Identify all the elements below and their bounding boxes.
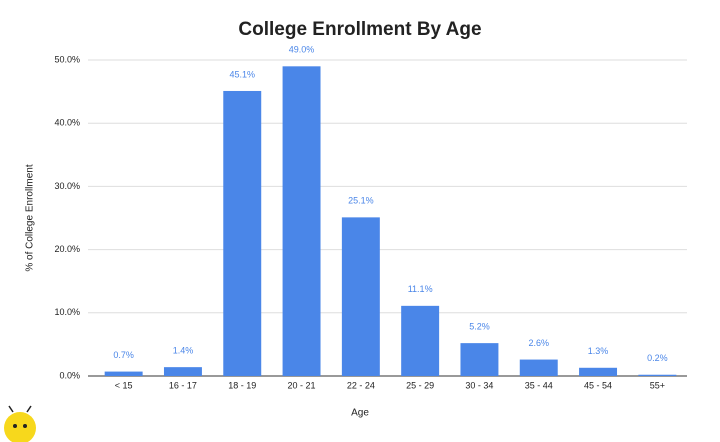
- value-label: 49.0%: [289, 45, 315, 55]
- x-tick-label: 35 - 44: [525, 380, 553, 390]
- bar: [104, 371, 143, 376]
- bar: [638, 374, 677, 376]
- bar: [341, 217, 380, 376]
- value-label: 1.4%: [173, 346, 194, 356]
- x-tick-label: 16 - 17: [169, 380, 197, 390]
- value-label: 25.1%: [348, 196, 374, 206]
- value-label: 1.3%: [588, 346, 609, 356]
- x-tick-label: 45 - 54: [584, 380, 612, 390]
- bar: [401, 305, 440, 376]
- value-label: 5.2%: [469, 322, 490, 332]
- mascot-icon: [4, 405, 36, 442]
- x-tick-label: < 15: [115, 380, 133, 390]
- y-tick-label: 10.0%: [54, 307, 80, 317]
- chart-title: College Enrollment By Age: [238, 19, 481, 40]
- bar: [579, 367, 618, 376]
- y-tick-label: 30.0%: [54, 181, 80, 191]
- bar: [223, 90, 262, 376]
- bar: [282, 66, 321, 376]
- x-tick-label: 55+: [650, 380, 665, 390]
- x-tick-label: 20 - 21: [288, 380, 316, 390]
- value-label: 11.1%: [408, 284, 433, 294]
- bar: [460, 343, 499, 376]
- x-tick-label: 25 - 29: [406, 380, 434, 390]
- x-tick-label: 30 - 34: [465, 380, 493, 390]
- value-label: 0.2%: [647, 353, 668, 363]
- bar: [163, 367, 202, 376]
- bar: [519, 359, 558, 376]
- value-label: 45.1%: [229, 69, 255, 79]
- value-label: 0.7%: [113, 350, 134, 360]
- x-tick-label: 18 - 19: [228, 380, 256, 390]
- x-tick-label: 22 - 24: [347, 380, 375, 390]
- x-axis-label: Age: [351, 408, 369, 419]
- y-tick-label: 50.0%: [54, 54, 80, 64]
- y-tick-label: 20.0%: [54, 244, 80, 254]
- y-axis-label: % of College Enrollment: [25, 164, 36, 271]
- y-tick-label: 40.0%: [54, 118, 80, 128]
- y-tick-label: 0.0%: [59, 370, 80, 380]
- value-label: 2.6%: [528, 338, 549, 348]
